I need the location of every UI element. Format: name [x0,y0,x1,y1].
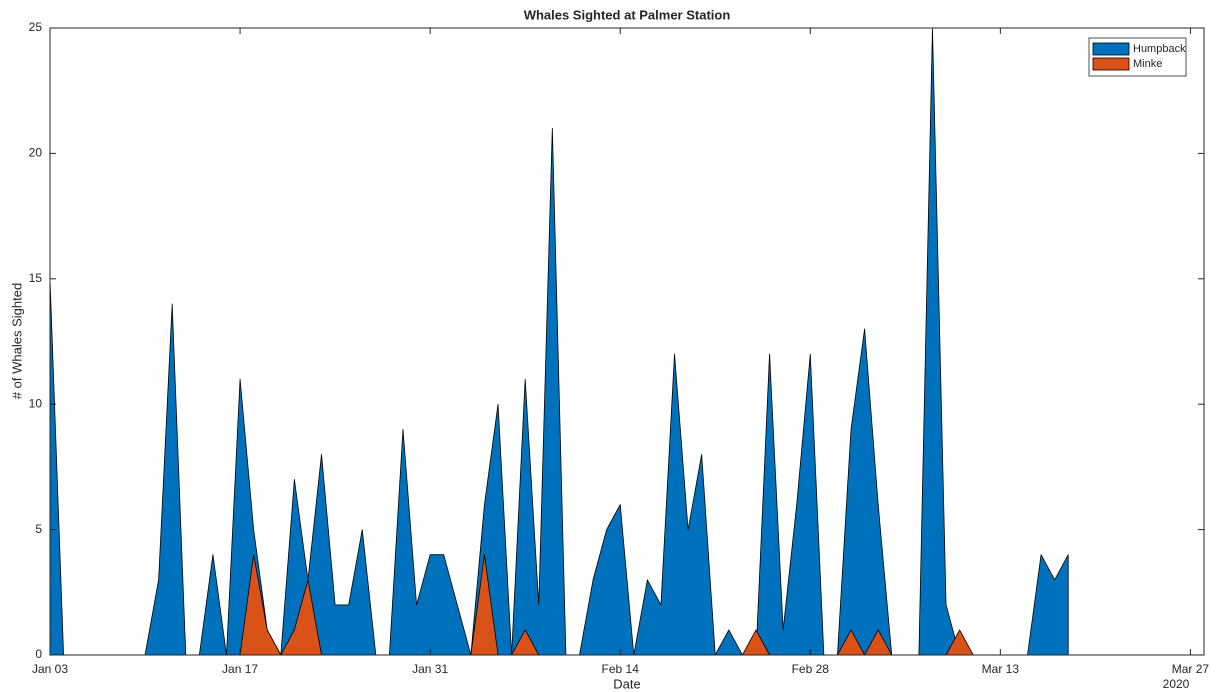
y-tick-label: 15 [29,271,43,285]
x-year-label: 2020 [1163,677,1190,691]
x-tick-label: Feb 14 [602,662,640,676]
legend-swatch [1092,42,1130,56]
x-tick-label: Mar 13 [982,662,1020,676]
legend-swatch [1092,57,1130,71]
y-axis-label: # of Whales Sighted [9,283,24,399]
y-tick-label: 20 [29,146,43,160]
y-tick-label: 0 [35,647,42,661]
x-tick-label: Jan 03 [32,662,68,676]
x-tick-label: Jan 17 [222,662,258,676]
y-tick-label: 25 [29,20,43,34]
area [49,27,1069,656]
chart-title: Whales Sighted at Palmer Station [524,7,731,22]
legend-label: Humpback [1133,43,1186,55]
y-tick-label: 10 [29,396,43,410]
plot-frame [49,27,1205,656]
legend-label: Minke [1133,58,1162,70]
legend: Humpback Minke [1088,37,1187,77]
x-tick-label: Jan 31 [412,662,448,676]
x-tick-label: Mar 27 [1172,662,1210,676]
x-axis-label: Date [613,676,640,691]
x-tick-label: Feb 28 [792,662,830,676]
y-tick-label: 5 [35,522,42,536]
